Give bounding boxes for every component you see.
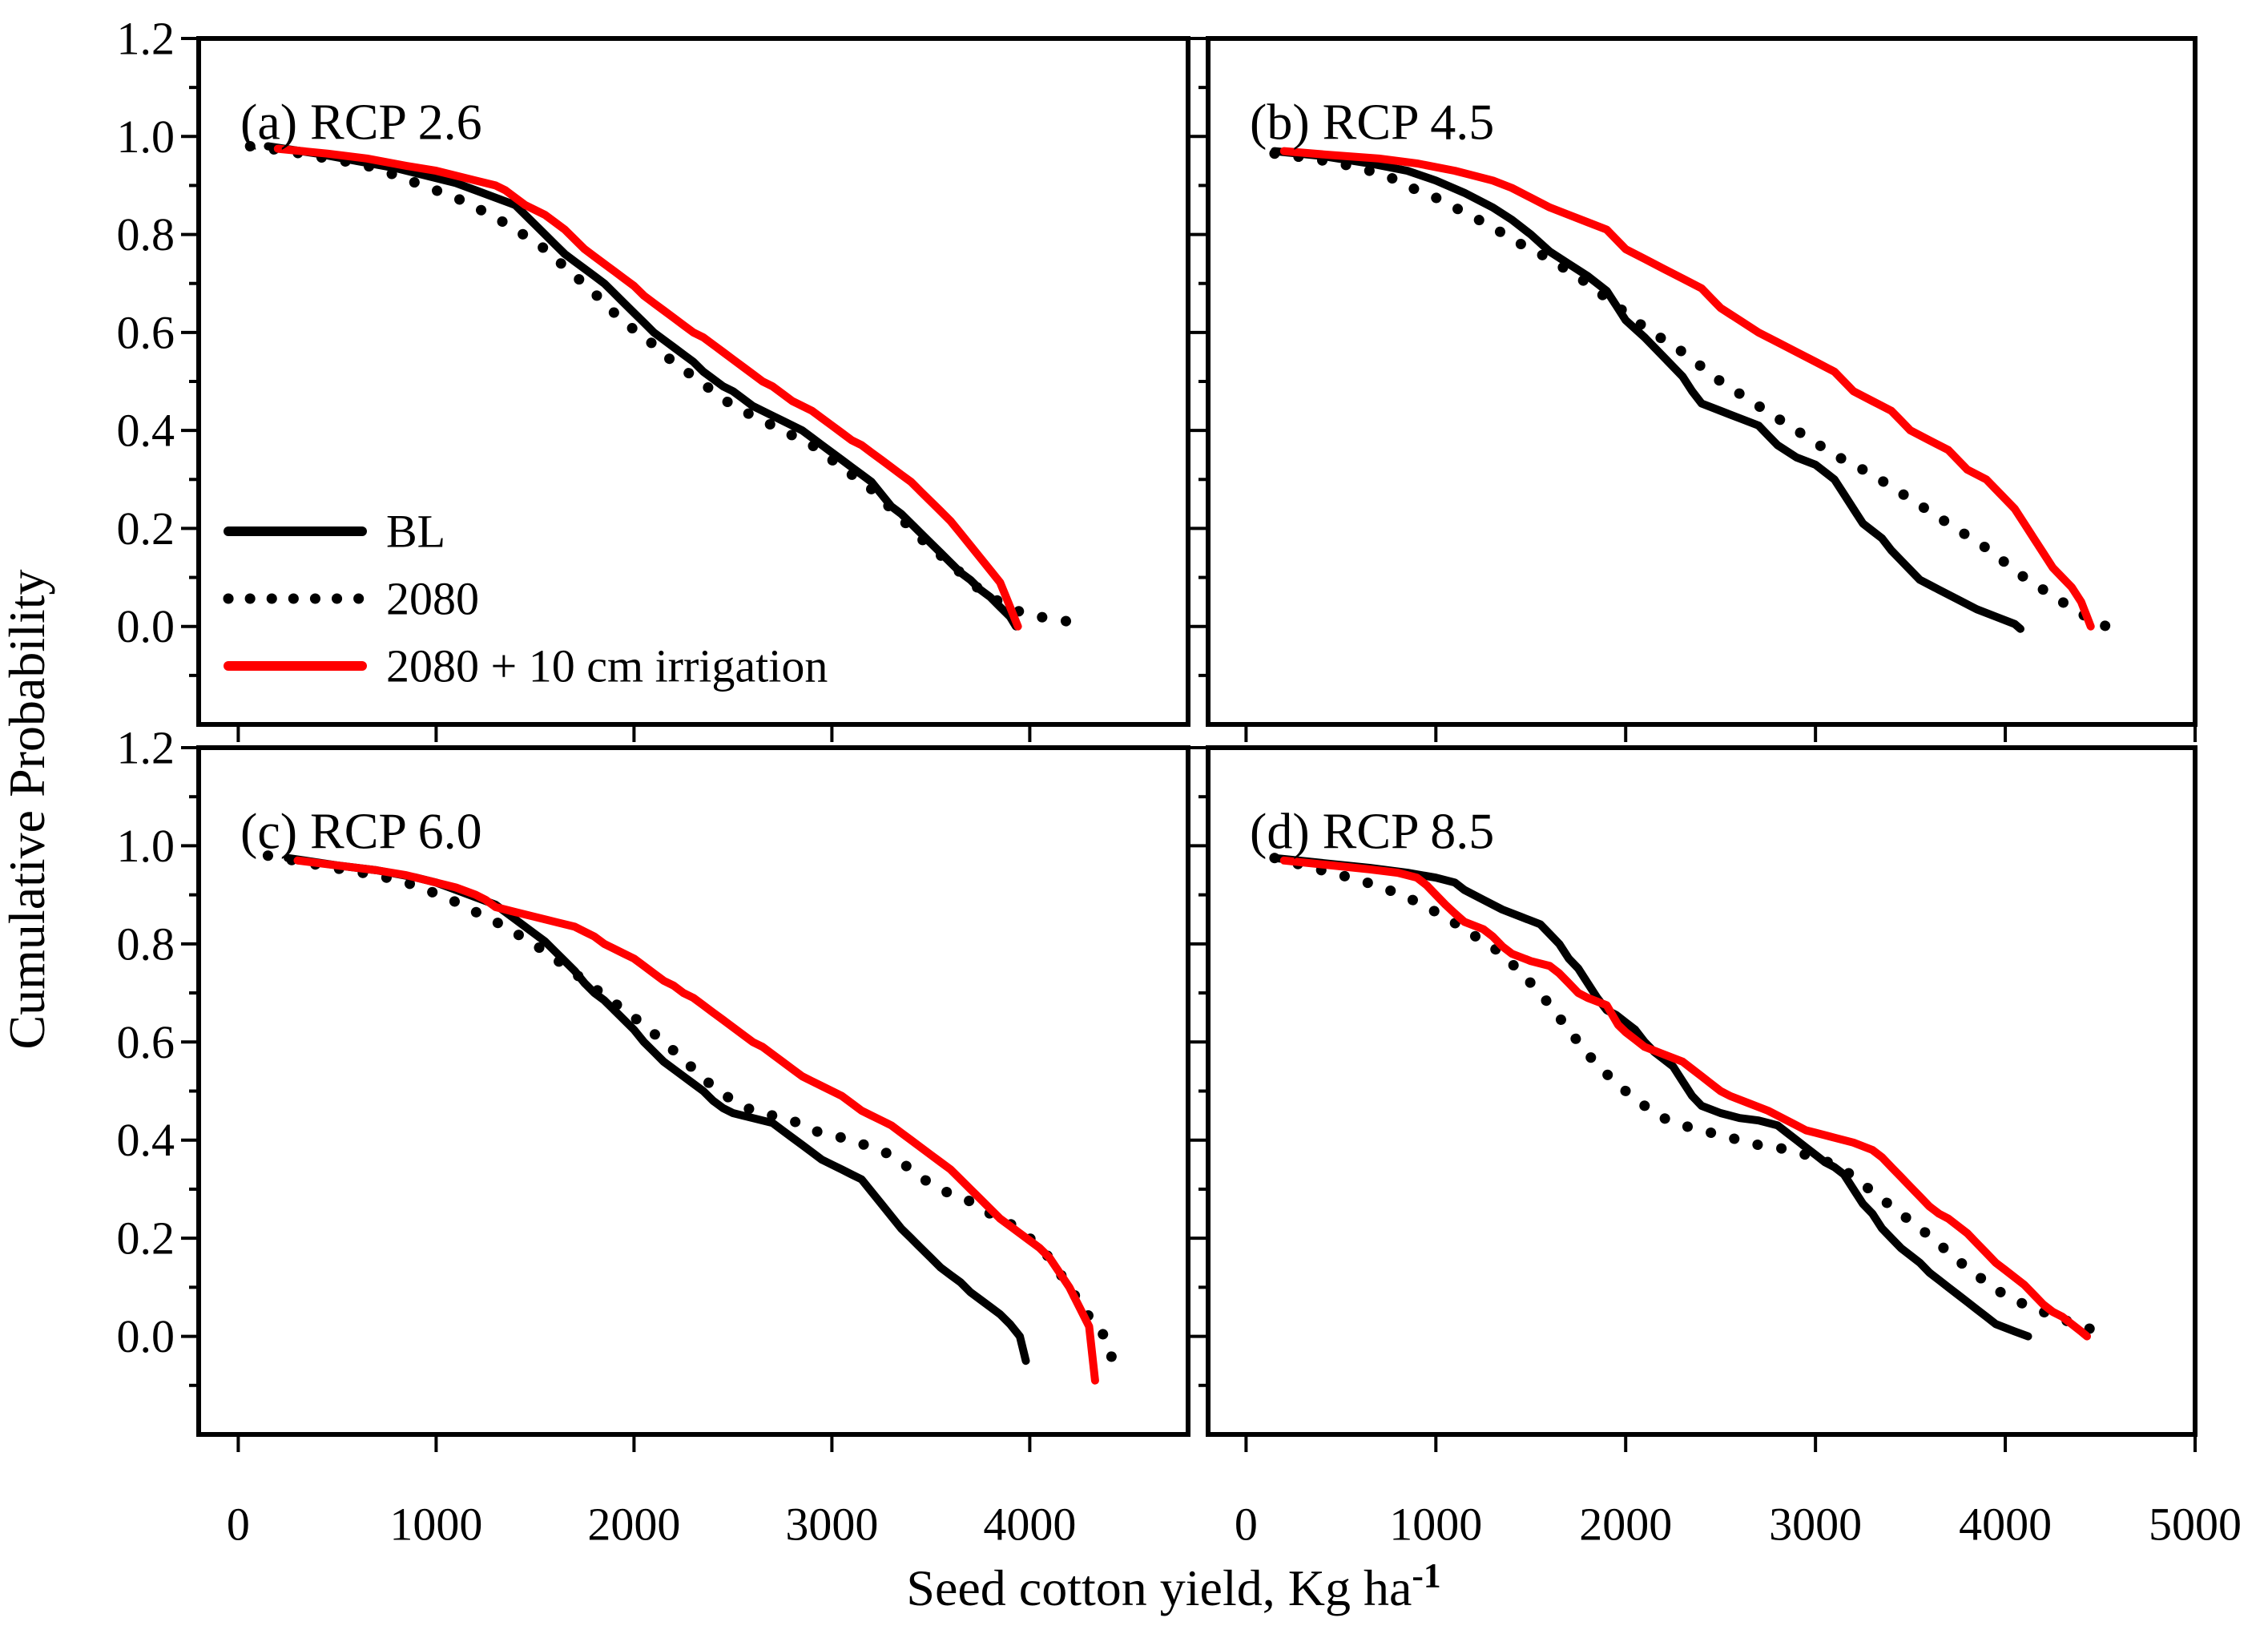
panel-d-series-bl [1270,853,2032,1341]
panel-d-x-tick-label: 0 [1235,1499,1258,1551]
panel-d-x-tick-label: 3000 [1769,1499,1862,1551]
panel-c-y-tick-label: 1.2 [117,722,175,774]
panel-d-x-tick-label: 4000 [1959,1499,2052,1551]
panel-b-series-2080 [1269,148,2112,632]
legend-label: 2080 + 10 cm irrigation [386,640,828,692]
x-axis-label: Seed cotton yield, Kg ha-1 [0,1559,2268,1618]
panel-a-series-2080-10-cm-irrigation [273,144,1022,631]
panel-c-x-tick-label: 4000 [983,1499,1076,1551]
panel-c-x-tick-label: 1000 [389,1499,482,1551]
panel-a-y-tick-label: 0.0 [117,600,175,652]
panel-c-y-tick-label: 0.2 [117,1212,175,1265]
panel-c-series-bl [284,853,1030,1366]
panel-d-title: (d) RCP 8.5 [1250,803,1494,860]
panel-c-series-2080-10-cm-irrigation [293,856,1099,1385]
panel-a-title: (a) RCP 2.6 [240,94,482,151]
panel-c-y-tick-label: 1.0 [117,820,175,872]
panel-a-y-tick-label: 0.4 [117,405,175,457]
panel-c-title: (c) RCP 6.0 [240,803,482,860]
panel-a-y-tick-label: 1.0 [117,111,175,163]
panel-b-series-bl [1270,147,2024,633]
panel-c-x-tick-label: 2000 [587,1499,680,1551]
panel-b-title: (b) RCP 4.5 [1250,94,1494,151]
x-axis-label-text: Seed cotton yield, Kg ha [906,1559,1412,1616]
y-axis-label: Cumulative Probability [0,569,55,1050]
panel-c-x-tick-label: 0 [227,1499,250,1551]
panel-a-series-bl [264,142,1021,631]
legend-label: 2080 [386,573,479,625]
panel-a-y-tick-label: 0.8 [117,208,175,260]
panel-c-y-tick-label: 0.0 [117,1310,175,1362]
panel-a-y-tick-label: 0.2 [117,502,175,555]
panel-d-x-tick-label: 2000 [1579,1499,1672,1551]
panel-c-y-tick-label: 0.6 [117,1016,175,1068]
legend-label: BL [386,506,445,558]
panel-c-series-2080 [262,850,1121,1376]
panel-a-series-2080 [244,141,1085,630]
panel-c-x-tick-label: 3000 [785,1499,878,1551]
panel-a-y-tick-label: 0.6 [117,306,175,358]
panel-c-y-tick-label: 0.8 [117,918,175,970]
panel-c-y-tick-label: 0.4 [117,1114,175,1166]
panel-d-series-2080-10-cm-irrigation [1279,856,2091,1341]
panel-b-series-2080-10-cm-irrigation [1279,147,2095,631]
panel-d-x-tick-label: 5000 [2149,1499,2242,1551]
x-axis-label-superscript: -1 [1412,1556,1441,1596]
panel-d-x-tick-label: 1000 [1389,1499,1482,1551]
panel-a-y-tick-label: 1.2 [117,13,175,65]
